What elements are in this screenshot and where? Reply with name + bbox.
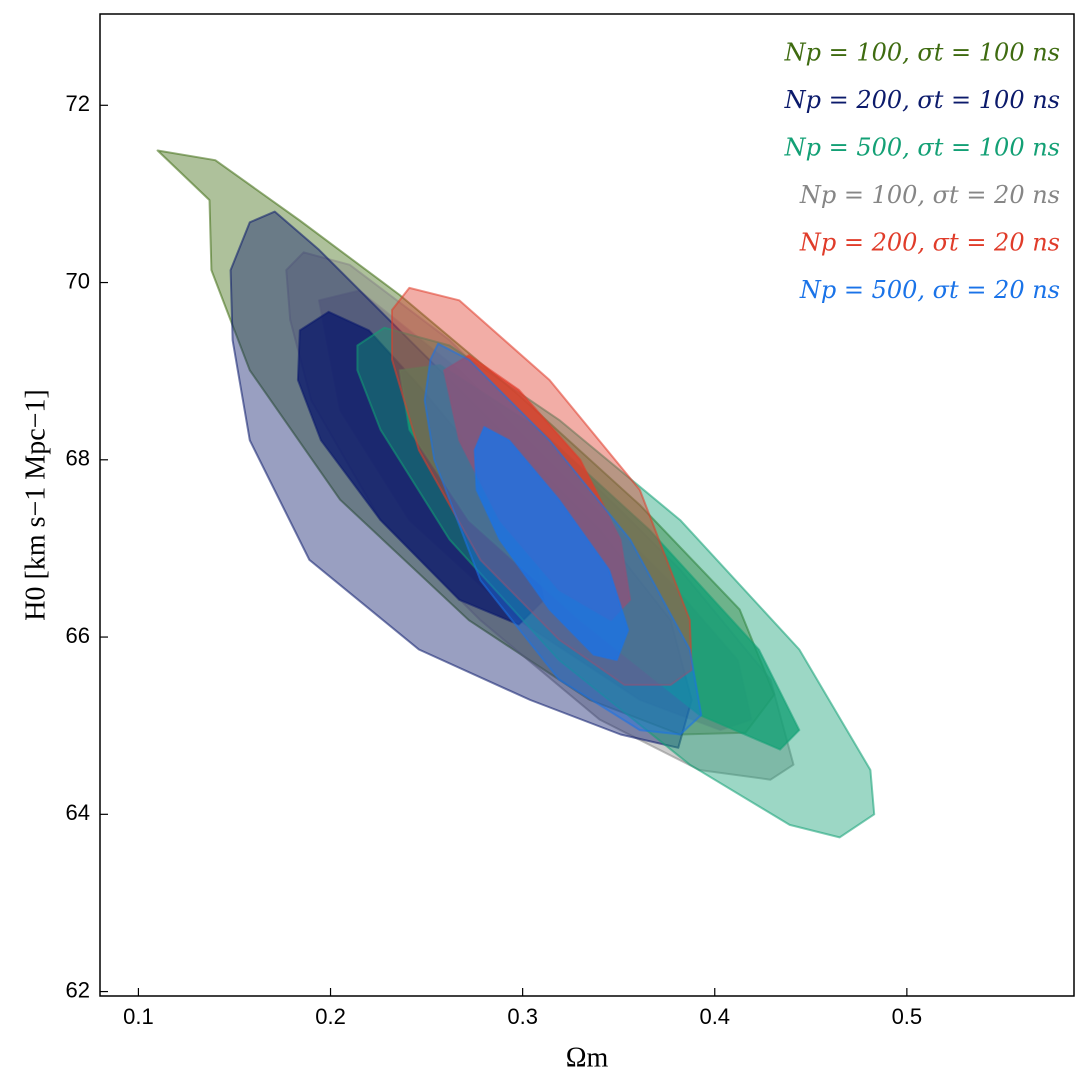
y-tick-label: 70 [66,268,90,293]
contour-68 [473,426,630,662]
legend-entry: Np = 200, σt = 20 ns [799,229,1060,257]
x-axis-label: Ωm [566,1042,609,1073]
legend-entry: Np = 500, σt = 20 ns [799,276,1060,304]
legend-entry: Np = 100, σt = 100 ns [784,39,1060,67]
legend-entry: Np = 100, σt = 20 ns [799,181,1060,209]
legend-entry: Np = 200, σt = 100 ns [784,86,1060,114]
y-tick-label: 66 [66,623,90,648]
x-tick-label: 0.4 [699,1004,730,1029]
y-tick-label: 64 [66,800,90,825]
legend-entry: Np = 500, σt = 100 ns [784,134,1060,162]
x-tick-label: 0.1 [123,1004,154,1029]
plot-area [156,149,876,839]
x-tick-label: 0.3 [507,1004,538,1029]
x-tick-label: 0.2 [315,1004,346,1029]
x-tick-label: 0.5 [892,1004,923,1029]
y-axis-label: H0 [km s−1 Mpc−1] [20,389,51,620]
y-tick-label: 62 [66,977,90,1002]
y-tick-label: 72 [66,91,90,116]
y-tick-label: 68 [66,446,90,471]
axes-frame [99,13,1075,997]
